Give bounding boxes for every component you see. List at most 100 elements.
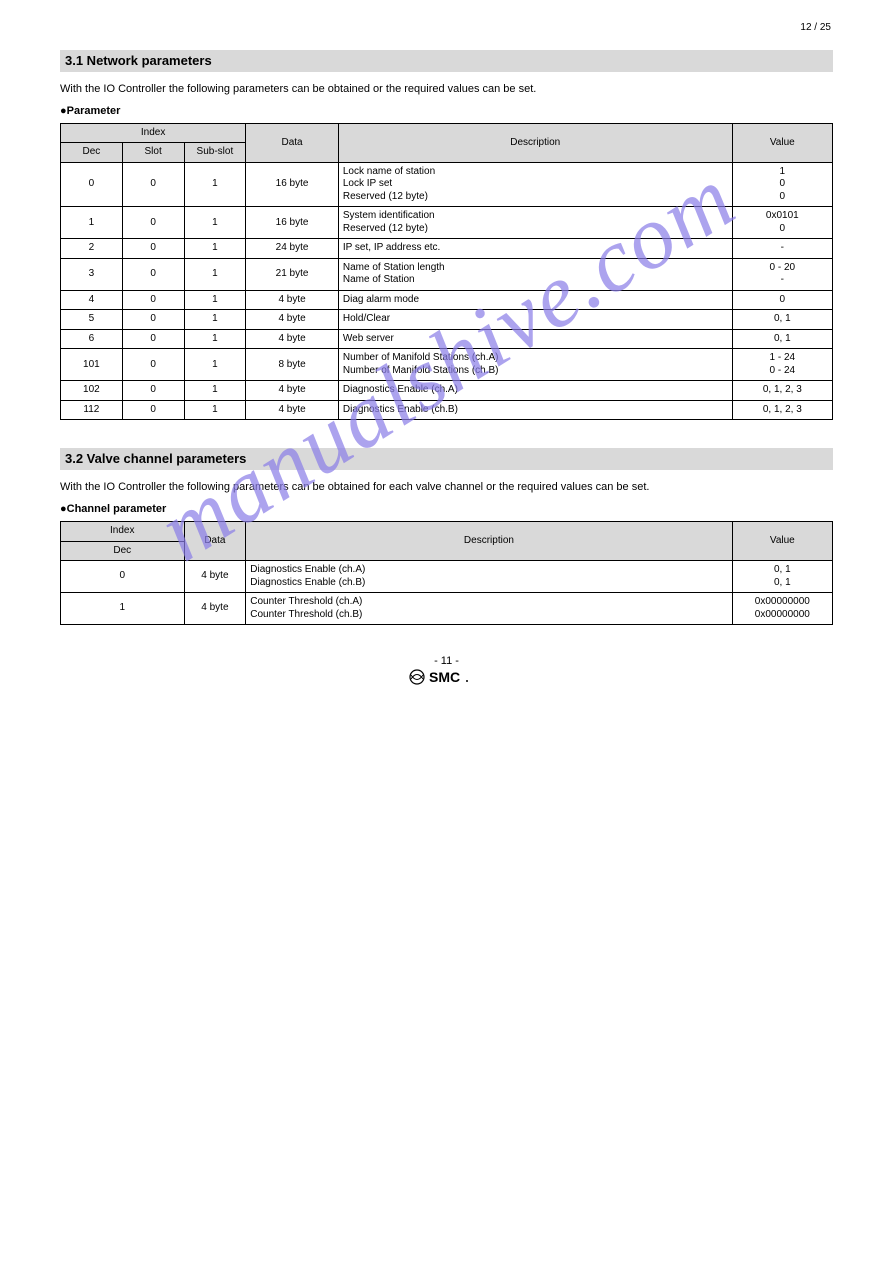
table-cell: 0, 1 0, 1: [732, 561, 832, 593]
page-footer: - 11 - SMC: [60, 655, 833, 687]
table-header: Sub-slot: [184, 143, 246, 163]
table-cell: 0: [122, 329, 184, 349]
table-cell: 3: [61, 258, 123, 290]
table-cell: 24 byte: [246, 239, 339, 259]
table-header: Value: [732, 123, 832, 162]
table-cell: 0, 1: [732, 310, 832, 330]
table-cell: 5: [61, 310, 123, 330]
table-header: Value: [732, 522, 832, 561]
table-header: Description: [246, 522, 732, 561]
table-header: Description: [338, 123, 732, 162]
table-cell: 6: [61, 329, 123, 349]
table-cell: 0: [122, 400, 184, 420]
table-cell: 0: [122, 290, 184, 310]
table-cell: 4 byte: [184, 593, 246, 625]
table-cell: 4 byte: [246, 290, 339, 310]
section1-banner: 3.1 Network parameters: [60, 50, 833, 72]
table-cell: 1: [184, 310, 246, 330]
table-cell: 1: [184, 329, 246, 349]
table-cell: 102: [61, 381, 123, 401]
table-header: Index: [61, 522, 185, 542]
section2-subhead: ●Channel parameter: [60, 503, 833, 515]
table-row: 00116 byteLock name of station Lock IP s…: [61, 162, 833, 207]
table-cell: 0: [122, 162, 184, 207]
table-header: Dec: [61, 143, 123, 163]
table-cell: Web server: [338, 329, 732, 349]
table-cell: Number of Manifold Stations (ch.A) Numbe…: [338, 349, 732, 381]
table-row: 14 byteCounter Threshold (ch.A) Counter …: [61, 593, 833, 625]
section1-intro: With the IO Controller the following par…: [60, 82, 833, 97]
table-cell: 0: [122, 207, 184, 239]
parameter-table: Index Data Description Value Dec Slot Su…: [60, 123, 833, 421]
table-cell: 0, 1: [732, 329, 832, 349]
table-cell: Counter Threshold (ch.A) Counter Thresho…: [246, 593, 732, 625]
table-row: 04 byteDiagnostics Enable (ch.A) Diagnos…: [61, 561, 833, 593]
table-header: Slot: [122, 143, 184, 163]
channel-parameter-table: Index Data Description Value Dec 04 byte…: [60, 521, 833, 625]
table-header: Index: [61, 123, 246, 143]
table-cell: 112: [61, 400, 123, 420]
footer-page-number: - 11 -: [434, 655, 459, 667]
table-cell: 4 byte: [246, 381, 339, 401]
svg-text:SMC: SMC: [429, 669, 460, 685]
table-cell: 21 byte: [246, 258, 339, 290]
table-row: 4014 byteDiag alarm mode0: [61, 290, 833, 310]
table-cell: 1: [184, 162, 246, 207]
table-cell: Diagnostics Enable (ch.A): [338, 381, 732, 401]
section2-banner: 3.2 Valve channel parameters: [60, 448, 833, 470]
table-cell: Name of Station length Name of Station: [338, 258, 732, 290]
table-cell: Diagnostics Enable (ch.A) Diagnostics En…: [246, 561, 732, 593]
table-cell: 0: [61, 162, 123, 207]
table-row: 6014 byteWeb server0, 1: [61, 329, 833, 349]
table-row: 20124 byteIP set, IP address etc.-: [61, 239, 833, 259]
table-cell: IP set, IP address etc.: [338, 239, 732, 259]
table-cell: 4 byte: [246, 400, 339, 420]
table-header: Data: [246, 123, 339, 162]
section1-subhead: ●Parameter: [60, 105, 833, 117]
table-cell: 16 byte: [246, 162, 339, 207]
table-cell: 0: [732, 290, 832, 310]
table-cell: 4 byte: [246, 329, 339, 349]
table-cell: 101: [61, 349, 123, 381]
table-cell: 1: [184, 290, 246, 310]
table-cell: 2: [61, 239, 123, 259]
table-cell: 4 byte: [246, 310, 339, 330]
table-cell: 1: [61, 593, 185, 625]
table-cell: 0: [122, 239, 184, 259]
table-cell: System identification Reserved (12 byte): [338, 207, 732, 239]
table-cell: 0: [122, 349, 184, 381]
table-cell: 0x00000000 0x00000000: [732, 593, 832, 625]
table-header: Dec: [61, 541, 185, 561]
table-cell: Diag alarm mode: [338, 290, 732, 310]
smc-logo-icon: SMC: [407, 667, 487, 687]
table-row: 5014 byteHold/Clear0, 1: [61, 310, 833, 330]
table-cell: 1: [184, 207, 246, 239]
table-row: 30121 byteName of Station length Name of…: [61, 258, 833, 290]
table-row: 102014 byteDiagnostics Enable (ch.A)0, 1…: [61, 381, 833, 401]
table-header: Data: [184, 522, 246, 561]
table-cell: 1 0 0: [732, 162, 832, 207]
section2-intro: With the IO Controller the following par…: [60, 480, 833, 495]
table-cell: Diagnostics Enable (ch.B): [338, 400, 732, 420]
table-cell: 0, 1, 2, 3: [732, 400, 832, 420]
table-cell: 4: [61, 290, 123, 310]
table-cell: 1: [61, 207, 123, 239]
table-row: 112014 byteDiagnostics Enable (ch.B)0, 1…: [61, 400, 833, 420]
table-cell: 0, 1, 2, 3: [732, 381, 832, 401]
table-cell: Lock name of station Lock IP set Reserve…: [338, 162, 732, 207]
table-cell: 1: [184, 239, 246, 259]
table-cell: 16 byte: [246, 207, 339, 239]
table-cell: 0: [122, 258, 184, 290]
table-cell: 4 byte: [184, 561, 246, 593]
table-cell: 1: [184, 258, 246, 290]
table-cell: 1: [184, 400, 246, 420]
table-cell: 1 - 24 0 - 24: [732, 349, 832, 381]
table-cell: 0: [61, 561, 185, 593]
table-row: 10116 byteSystem identification Reserved…: [61, 207, 833, 239]
table-cell: -: [732, 239, 832, 259]
table-cell: 0: [122, 381, 184, 401]
table-cell: Hold/Clear: [338, 310, 732, 330]
table-cell: 1: [184, 349, 246, 381]
table-cell: 0x0101 0: [732, 207, 832, 239]
page-number-top: 12 / 25: [800, 22, 831, 33]
